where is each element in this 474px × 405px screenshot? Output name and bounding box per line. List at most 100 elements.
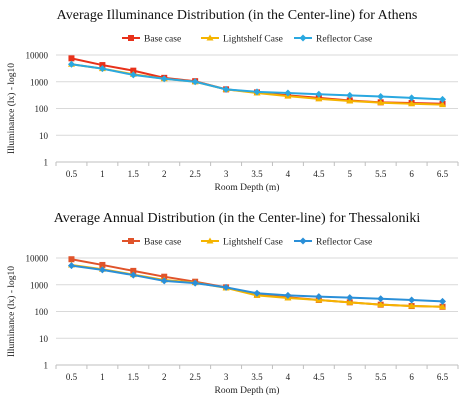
- x-tick-label: 2: [162, 169, 167, 179]
- data-point: [408, 296, 416, 304]
- data-point: [439, 303, 447, 310]
- legend-label: Reflector Case: [316, 237, 372, 248]
- legend-label: Lightshelf Case: [223, 237, 283, 248]
- data-point: [67, 262, 75, 270]
- y-axis-title: Illuminance (lx) - log10: [6, 266, 17, 357]
- data-point: [130, 67, 137, 74]
- data-point: [222, 283, 230, 291]
- data-point: [346, 298, 354, 305]
- x-tick-label: 4: [286, 372, 291, 382]
- series-base-case: [68, 55, 446, 107]
- legend-item: Reflector Case: [294, 237, 372, 248]
- x-tick-label: 1.5: [128, 372, 140, 382]
- data-point: [377, 301, 385, 308]
- data-point: [253, 88, 261, 96]
- x-tick-label: 2: [162, 372, 167, 382]
- data-point: [67, 60, 75, 68]
- data-point: [315, 293, 323, 301]
- data-point: [408, 94, 416, 102]
- x-tick-label: 1: [100, 372, 105, 382]
- y-tick-label: 10000: [26, 254, 49, 264]
- x-tick-label: 5: [348, 169, 353, 179]
- x-axis-title: Room Depth (m): [215, 385, 280, 396]
- data-point: [377, 295, 385, 303]
- x-tick-label: 4: [286, 169, 291, 179]
- data-point: [129, 271, 137, 279]
- data-point: [98, 65, 106, 73]
- data-point: [346, 97, 354, 104]
- y-tick-label: 100: [35, 307, 49, 317]
- x-tick-label: 4.5: [313, 169, 325, 179]
- y-tick-label: 10000: [26, 51, 49, 61]
- y-tick-label: 100: [35, 104, 49, 114]
- x-tick-label: 6.5: [437, 372, 449, 382]
- y-tick-label: 1: [44, 361, 49, 371]
- x-tick-label: 3: [224, 169, 229, 179]
- chart-title: Average Illuminance Distribution (in the…: [56, 8, 418, 23]
- data-point: [253, 289, 261, 297]
- y-tick-label: 10: [39, 131, 49, 141]
- data-point: [68, 256, 75, 263]
- data-point: [299, 237, 307, 245]
- chart-plot-area: 1 10 100 1000 10000 0.5 1 1.5 2 2.5 3 3.5 4 4.5 5 5.5 6 6…: [6, 237, 459, 396]
- data-point: [191, 279, 199, 287]
- data-point: [284, 291, 292, 299]
- series-base-case: [68, 256, 446, 310]
- data-point: [206, 237, 214, 244]
- x-tick-label: 6.5: [437, 169, 449, 179]
- data-point: [346, 91, 354, 99]
- data-point: [130, 267, 137, 274]
- legend-item: Lightshelf Case: [201, 34, 283, 45]
- legend-item: Lightshelf Case: [201, 237, 283, 248]
- data-point: [439, 101, 447, 108]
- x-tick-label: 1: [100, 169, 105, 179]
- x-tick-label: 1.5: [128, 169, 140, 179]
- x-tick-label: 6: [409, 372, 414, 382]
- legend-item: Reflector Case: [294, 34, 372, 45]
- chart-plot-area: 1 10 100 1000 10000 0.5 1 1.5 2 2.5 3 3.5 4 4.5 5 5.5 6 6…: [6, 34, 459, 193]
- series-line: [71, 263, 443, 308]
- data-point: [222, 85, 230, 93]
- x-tick-label: 3.5: [251, 372, 263, 382]
- x-tick-label: 0.5: [66, 169, 78, 179]
- legend-label: Reflector Case: [316, 34, 372, 45]
- x-tick-label: 3: [224, 372, 229, 382]
- series-lightshelf-case: [67, 60, 447, 108]
- data-point: [377, 99, 385, 106]
- data-point: [68, 55, 75, 62]
- data-point: [299, 34, 307, 42]
- x-tick-label: 5: [348, 372, 353, 382]
- legend-label: Lightshelf Case: [223, 34, 283, 45]
- data-point: [99, 261, 106, 268]
- data-point: [99, 62, 106, 69]
- data-point: [160, 75, 168, 83]
- data-point: [315, 95, 323, 102]
- y-tick-label: 1000: [30, 280, 49, 290]
- data-point: [191, 78, 199, 86]
- x-tick-label: 0.5: [66, 372, 78, 382]
- data-point: [129, 71, 137, 79]
- x-tick-label: 3.5: [251, 169, 263, 179]
- data-point: [346, 294, 354, 302]
- data-point: [284, 89, 292, 97]
- data-point: [206, 34, 214, 41]
- data-point: [439, 297, 447, 305]
- series-reflector-case: [67, 60, 447, 103]
- legend-item: Base case: [122, 238, 181, 248]
- x-tick-label: 6: [409, 169, 414, 179]
- legend: Base case Lightshelf Case Reflector Case: [122, 237, 372, 248]
- x-tick-label: 2.5: [190, 169, 202, 179]
- data-point: [377, 93, 385, 101]
- x-tick-label: 5.5: [375, 372, 387, 382]
- data-point: [160, 277, 168, 285]
- x-tick-label: 4.5: [313, 372, 325, 382]
- data-point: [98, 266, 106, 274]
- data-point: [408, 100, 416, 107]
- data-point: [315, 90, 323, 98]
- chart-title: Average Annual Distribution (in the Cent…: [53, 211, 421, 226]
- y-tick-label: 1: [44, 158, 49, 168]
- legend: Base case Lightshelf Case Reflector Case: [122, 34, 372, 45]
- y-axis-title: Illuminance (lx) - log10: [6, 63, 17, 154]
- data-point: [439, 95, 447, 103]
- legend-item: Base case: [122, 35, 181, 45]
